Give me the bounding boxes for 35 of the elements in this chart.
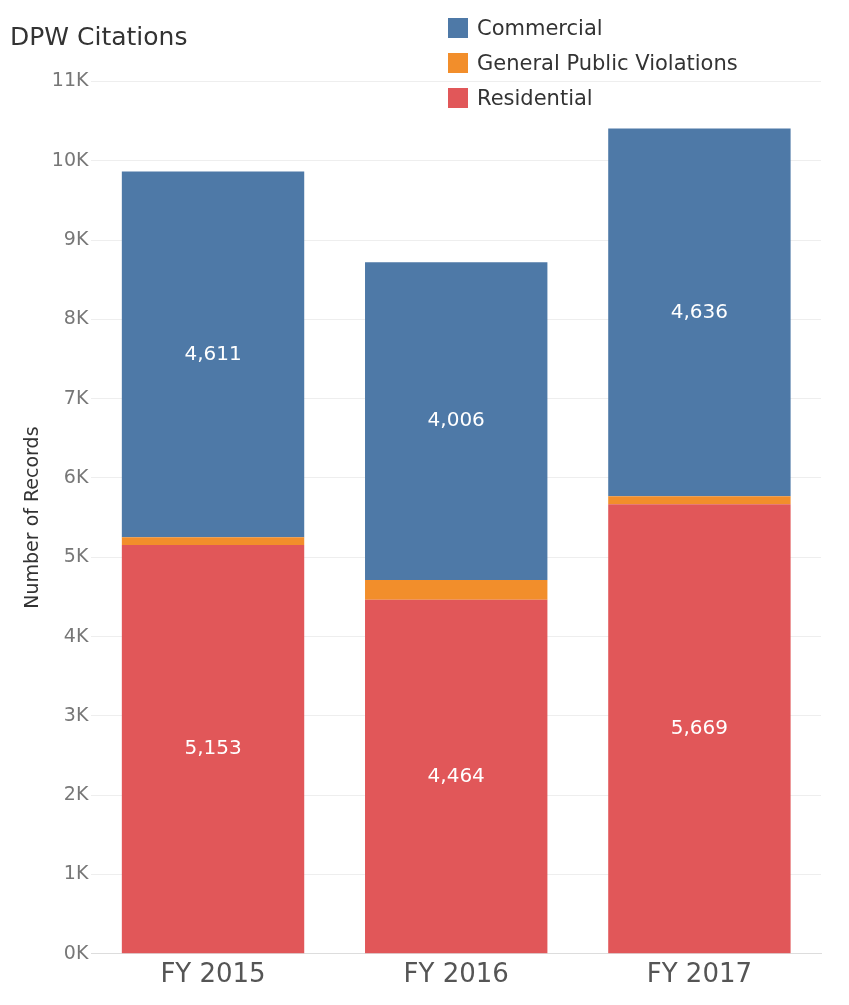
y-tick-label: 8K: [63, 306, 89, 329]
data-label: 4,636: [670, 298, 729, 323]
y-tick-label: 7K: [63, 385, 89, 408]
y-tick-label: 2K: [63, 782, 89, 805]
y-tick-label: 0K: [63, 940, 89, 963]
y-tick-label: 9K: [63, 226, 89, 249]
bar: [121, 545, 305, 954]
bar: [121, 171, 305, 538]
y-tick-label: 10K: [51, 147, 89, 170]
bar: [608, 504, 791, 954]
data-label: 4,464: [427, 762, 485, 787]
bar: [608, 496, 791, 505]
x-tick-label: FY 2015: [160, 958, 266, 989]
data-label: 4,611: [184, 340, 242, 365]
legend-label: Residential: [477, 85, 593, 110]
y-tick-label: 6K: [63, 464, 89, 487]
y-tick-label: 5K: [63, 544, 89, 567]
legend-label: General Public Violations: [477, 50, 738, 75]
x-tick-label: FY 2016: [403, 958, 509, 989]
bar: [365, 579, 548, 600]
x-tick-label: FY 2017: [646, 958, 753, 989]
y-tick-label: 3K: [63, 702, 89, 725]
bar: [365, 599, 548, 954]
y-tick-label: 4K: [63, 623, 89, 646]
bar: [121, 537, 305, 546]
y-axis-title: Number of Records: [20, 426, 43, 609]
chart-title: DPW Citations: [10, 22, 188, 51]
bar: [365, 262, 548, 580]
data-label: 5,669: [670, 714, 729, 739]
legend-label: Commercial: [477, 15, 603, 40]
data-label: 4,006: [427, 407, 485, 432]
y-tick-label: 1K: [63, 861, 89, 884]
y-tick-label: 11K: [51, 68, 89, 91]
bar: [608, 128, 791, 497]
data-label: 5,153: [184, 735, 242, 760]
